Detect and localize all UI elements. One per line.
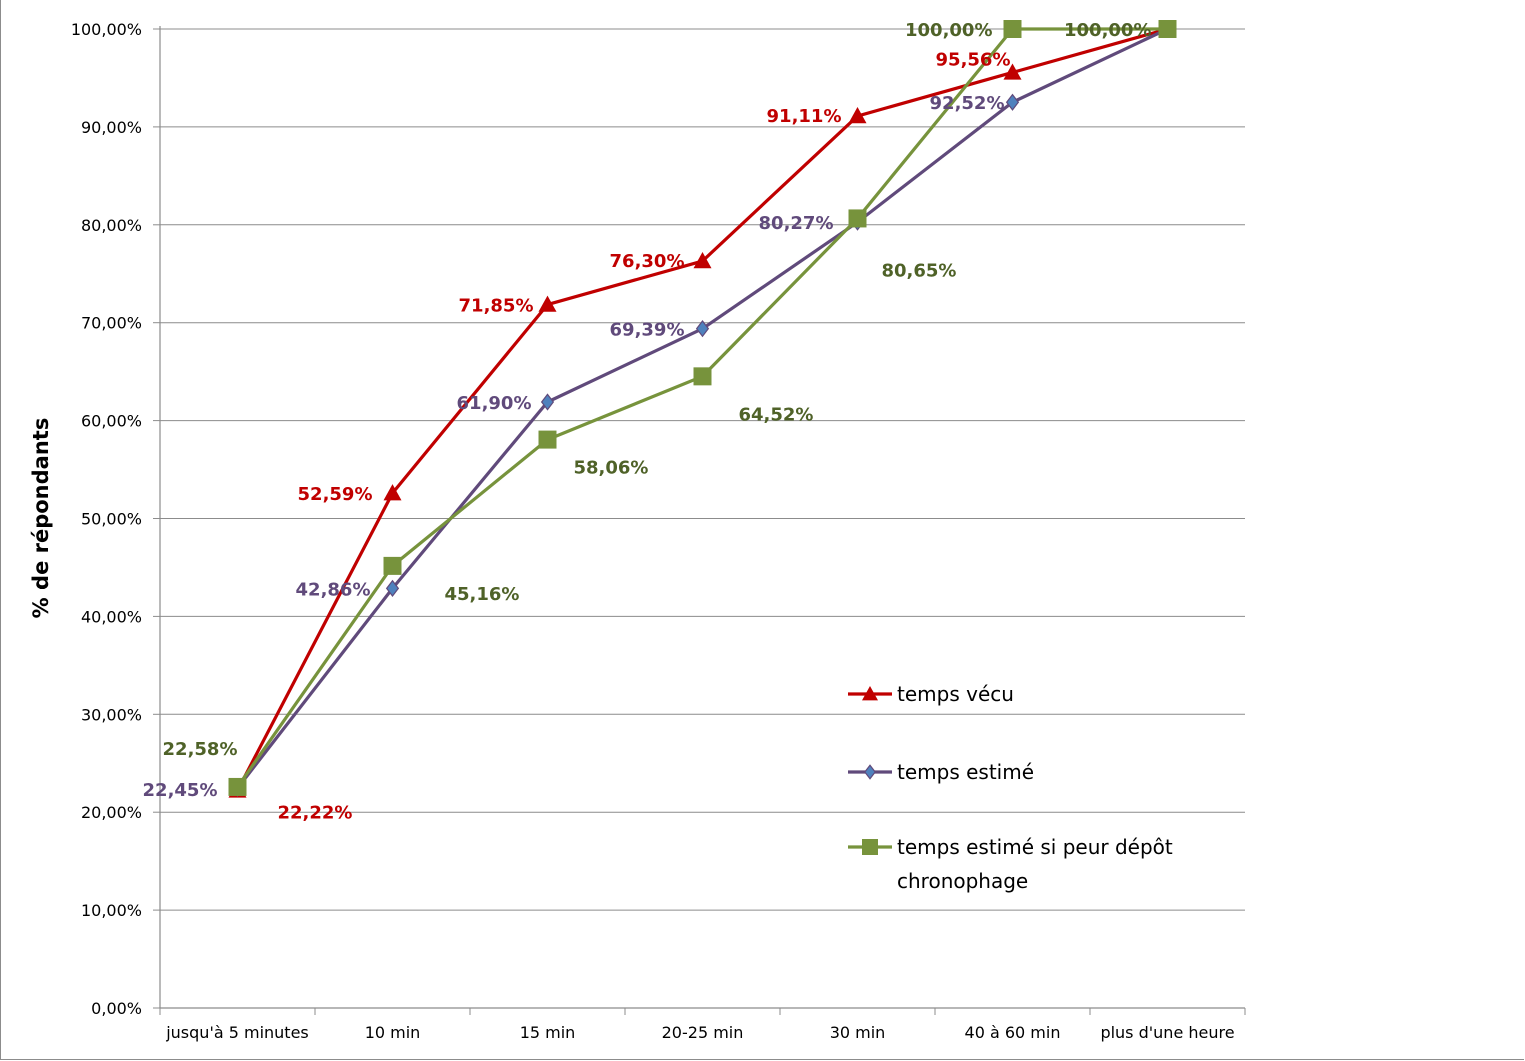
series-2-point xyxy=(385,579,400,598)
data-label-series-1: 52,59% xyxy=(298,484,373,505)
x-tick-label: jusqu'à 5 minutes xyxy=(165,1023,309,1042)
series-3-point xyxy=(1003,20,1022,38)
series-1-point xyxy=(693,252,712,269)
data-label-series-3: 80,65% xyxy=(882,260,957,281)
y-tick-label: 90,00% xyxy=(81,118,142,137)
data-label-series-3: 45,16% xyxy=(445,584,520,605)
series-2-point xyxy=(540,393,555,411)
data-label-series-1: 95,56% xyxy=(936,49,1011,70)
series-line-1 xyxy=(236,27,1168,792)
x-tick-label: 40 à 60 min xyxy=(965,1023,1061,1042)
y-tick-label: 60,00% xyxy=(81,412,142,431)
data-label-series-1: 22,22% xyxy=(278,802,353,823)
y-tick-label: 50,00% xyxy=(81,510,142,529)
y-tick-label: 30,00% xyxy=(81,705,142,724)
y-axis-label: % de répondants xyxy=(29,418,53,619)
legend-label-1: temps vécu xyxy=(897,682,1014,706)
data-label-series-2: 80,27% xyxy=(759,213,834,234)
series-line-3 xyxy=(236,27,1168,788)
series-3-point xyxy=(848,209,867,228)
data-label-series-3: 64,52% xyxy=(739,404,814,425)
series-1-point xyxy=(538,295,557,312)
legend-label-3: temps estimé si peur dépôt xyxy=(897,835,1173,859)
data-label-series-3: 100,00% xyxy=(1064,20,1152,41)
legend-label-3-line2: chronophage xyxy=(897,869,1028,893)
series-markers xyxy=(228,20,1177,798)
series-1-point xyxy=(1003,63,1022,80)
series-3-point xyxy=(228,777,247,796)
data-label-series-3: 100,00% xyxy=(905,20,993,41)
series-3-point xyxy=(693,367,712,386)
data-label-series-1: 76,30% xyxy=(610,251,685,272)
x-tick-label: 30 min xyxy=(830,1023,886,1042)
data-label-series-2: 42,86% xyxy=(296,579,371,600)
y-tick-label: 100,00% xyxy=(71,20,142,39)
y-tick-labels: 0,00% 10,00% 20,00% 30,00% 40,00% 50,00% 60,00… xyxy=(71,20,142,1018)
data-label-series-3: 58,06% xyxy=(574,458,649,479)
series-line-2 xyxy=(236,27,1169,790)
legend: temps vécu temps estimé temps estimé si pe… xyxy=(848,682,1173,893)
data-label-series-3: 22,58% xyxy=(163,739,238,760)
data-label-series-2: 61,90% xyxy=(457,393,532,414)
y-tick-label: 20,00% xyxy=(81,803,142,822)
y-tick-label: 0,00% xyxy=(91,999,142,1018)
x-tick-labels: jusqu'à 5 minutes 10 min 15 min 20-25 min 30… xyxy=(165,1023,1234,1042)
series-3-point xyxy=(1158,20,1177,38)
y-tick-label: 40,00% xyxy=(81,607,142,626)
data-label-series-2: 92,52% xyxy=(930,93,1005,114)
data-label-series-2: 69,39% xyxy=(610,320,685,341)
legend-marker-1 xyxy=(862,686,878,701)
series-lines xyxy=(236,27,1169,792)
x-tick-label: 15 min xyxy=(520,1023,576,1042)
y-tick-label: 10,00% xyxy=(81,901,142,920)
legend-marker-3 xyxy=(862,839,878,855)
series-1-point xyxy=(383,484,402,501)
data-label-series-1: 91,11% xyxy=(767,106,842,127)
data-labels: 22,22% 52,59% 71,85% 76,30% 91,11% 95,56% 22,4… xyxy=(143,20,1152,823)
x-tick-label: 20-25 min xyxy=(662,1023,744,1042)
legend-label-2: temps estimé xyxy=(897,760,1034,784)
x-tick-label: 10 min xyxy=(365,1023,421,1042)
x-tick-label: plus d'une heure xyxy=(1100,1023,1234,1042)
series-3-point xyxy=(383,556,402,575)
legend-marker-2 xyxy=(864,764,876,780)
series-3-point xyxy=(538,430,557,449)
axes xyxy=(153,26,1246,1015)
y-tick-label: 80,00% xyxy=(81,216,142,235)
series-2-point xyxy=(1005,93,1020,111)
data-label-series-1: 71,85% xyxy=(459,296,534,317)
y-tick-label: 70,00% xyxy=(81,314,142,333)
gridlines xyxy=(160,28,1245,911)
series-1-point xyxy=(848,107,867,124)
data-label-series-2: 22,45% xyxy=(143,780,218,801)
series-2-point xyxy=(695,320,710,338)
